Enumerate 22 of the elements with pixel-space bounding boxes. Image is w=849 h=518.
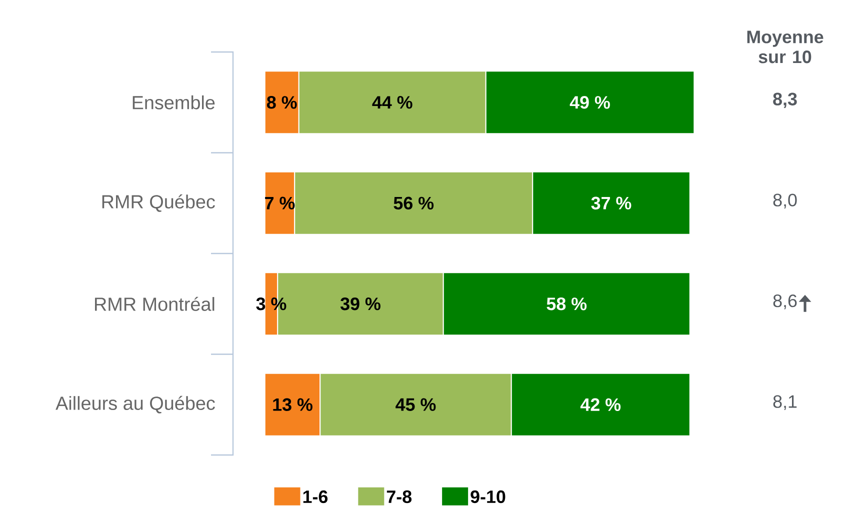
- text: Moyenne sur 10: [747, 30, 824, 64]
- text: 8,0: [773, 194, 797, 209]
- data-label: 39 %: [340, 298, 380, 310]
- data-label: 44 %: [372, 96, 412, 109]
- data-label: 37 %: [591, 196, 632, 210]
- data-label: 42 %: [580, 398, 621, 411]
- data-label: 58 %: [546, 298, 587, 310]
- text: 8,3: [773, 92, 797, 108]
- legend-label: 9-10: [470, 490, 506, 504]
- y-tick-label: RMR Montréal: [95, 296, 214, 311]
- legend-label: 1-6: [303, 490, 328, 504]
- y-tick-label: Ensemble: [132, 95, 215, 110]
- data-label: 45 %: [396, 398, 436, 411]
- legend-label: 7-8: [386, 490, 412, 504]
- y-tick-label: RMR Québec: [102, 194, 215, 212]
- data-label: 8 %: [266, 96, 297, 109]
- data-label: 49 %: [570, 96, 610, 109]
- y-tick-label: Ailleurs au Québec: [56, 396, 215, 414]
- data-label: 13 %: [273, 398, 312, 411]
- data-label: 56 %: [394, 196, 434, 210]
- text: 8,6: [773, 294, 797, 310]
- text: 8,1: [773, 395, 797, 410]
